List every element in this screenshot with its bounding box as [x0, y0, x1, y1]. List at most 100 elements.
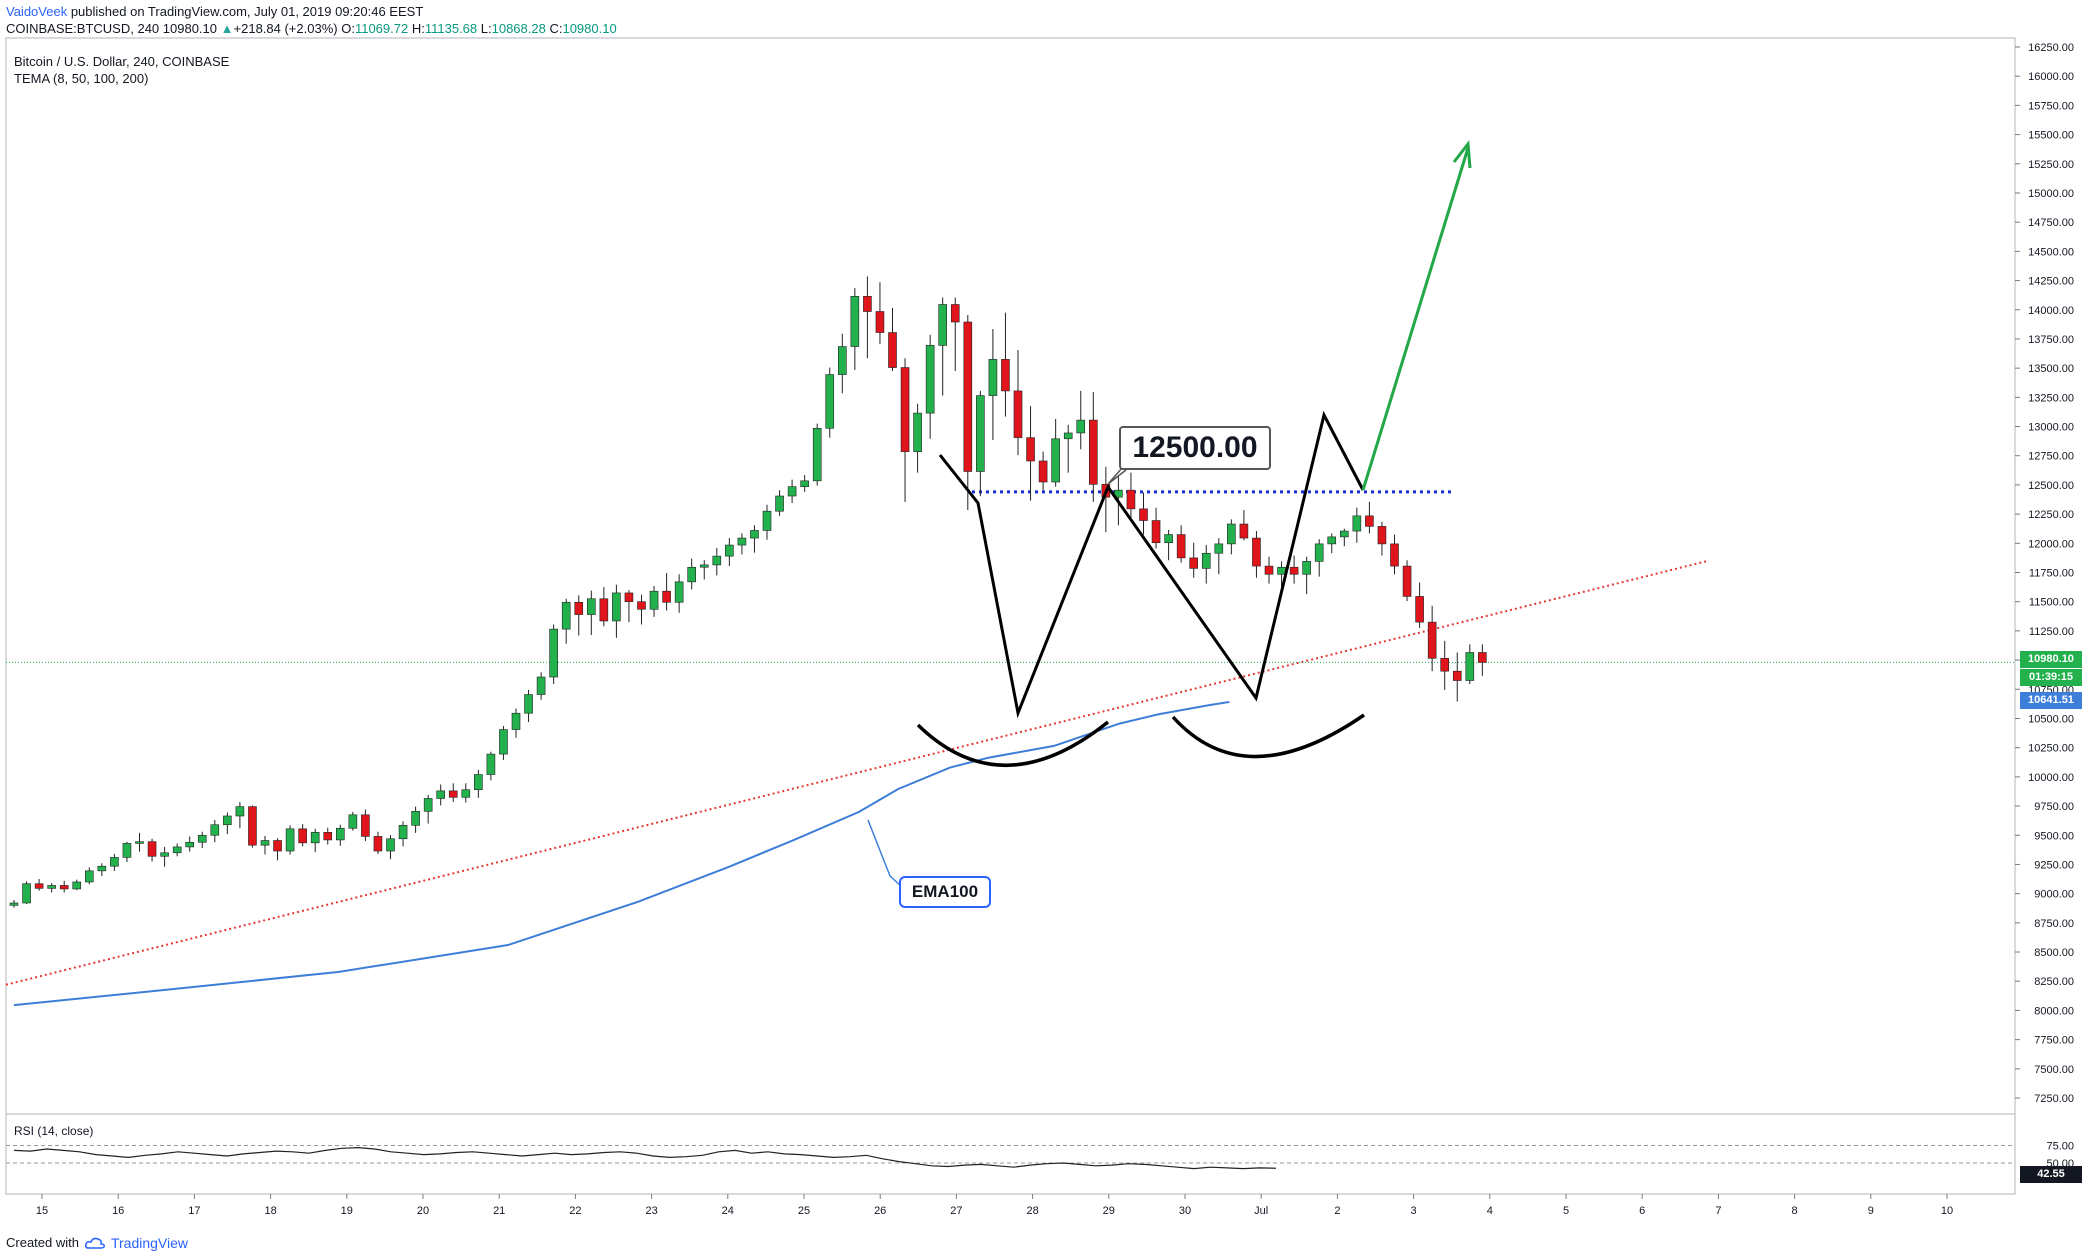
candle-body: [712, 555, 722, 566]
candle: [1427, 605, 1437, 672]
x-tick-label: 9: [1868, 1205, 1874, 1217]
candle: [1478, 644, 1487, 676]
y-tick-label: 8000.00: [2034, 1005, 2074, 1017]
open-label: O:: [341, 21, 355, 36]
last-price: 10980.10: [162, 21, 218, 36]
candle-body: [1089, 419, 1098, 485]
x-tick-label: 4: [1487, 1205, 1493, 1217]
x-tick-label: 17: [188, 1205, 200, 1217]
y-tick-label: 9000.00: [2034, 889, 2074, 901]
candle: [172, 843, 182, 857]
candle: [549, 624, 558, 685]
candle-body: [1465, 652, 1475, 681]
candle: [875, 282, 885, 345]
x-tick-label: 20: [417, 1205, 429, 1217]
x-tick-label: 23: [645, 1205, 657, 1217]
author-link[interactable]: VaidoVeek: [6, 4, 68, 19]
low-value: 10868.28: [491, 21, 546, 36]
candle-body: [1302, 561, 1311, 575]
candle: [988, 329, 998, 440]
candle: [1465, 644, 1475, 685]
brand-link[interactable]: TradingView: [110, 1235, 189, 1251]
candle: [386, 835, 395, 860]
candle: [423, 794, 433, 824]
candle: [524, 689, 533, 722]
candle-body: [85, 870, 94, 883]
publish-info: VaidoVeek published on TradingView.com, …: [6, 4, 423, 20]
published-text: published on TradingView.com, July 01, 2…: [70, 4, 424, 19]
ema-value-tag: 10641.51: [2020, 692, 2082, 709]
candle: [448, 783, 458, 802]
y-tick-label: 10000.00: [2028, 772, 2074, 784]
candle: [1051, 418, 1060, 487]
candle-body: [536, 676, 546, 695]
footer: Created with TradingView: [6, 1234, 188, 1252]
candle-body: [599, 598, 609, 622]
candle-body: [1440, 658, 1449, 672]
candle-body: [461, 789, 471, 798]
candle-body: [160, 852, 169, 857]
candle-body: [1452, 670, 1462, 681]
candle-body: [775, 495, 784, 512]
candle-body: [423, 798, 433, 812]
candle: [536, 672, 546, 700]
candle: [900, 358, 910, 502]
indicator-legend[interactable]: TEMA (8, 50, 100, 200): [14, 71, 149, 86]
candle-body: [235, 806, 245, 817]
x-tick-label: 22: [569, 1205, 581, 1217]
up-triangle-icon: ▲: [220, 21, 234, 36]
candle: [97, 863, 107, 877]
candle-body: [800, 480, 809, 487]
candle-body: [825, 374, 835, 429]
candle: [737, 533, 747, 555]
candle: [398, 821, 408, 847]
candle-body: [1063, 432, 1073, 440]
candle: [411, 806, 420, 833]
candle: [59, 880, 69, 893]
candle-body: [147, 841, 157, 857]
candle-body: [285, 828, 295, 852]
candle-body: [411, 811, 420, 826]
close-label: C:: [549, 21, 563, 36]
candle: [185, 836, 194, 852]
candle-body: [674, 581, 684, 603]
y-tick-label: 9250.00: [2034, 859, 2074, 871]
candle-body: [436, 790, 446, 799]
symbol-label: COINBASE:BTCUSD, 240: [6, 21, 160, 36]
candle-body: [913, 412, 922, 452]
candle: [1189, 542, 1198, 578]
y-tick-label: 13500.00: [2028, 363, 2074, 375]
candle-body: [976, 395, 985, 472]
candle-body: [335, 827, 345, 841]
candle-body: [837, 346, 847, 375]
candle-body: [1252, 537, 1261, 567]
candle-body: [298, 828, 307, 844]
rsi-value-tag: 42.55: [2020, 1166, 2082, 1183]
candle-body: [1076, 419, 1086, 434]
candle: [22, 881, 31, 905]
candle: [687, 558, 697, 590]
candle-body: [586, 598, 596, 615]
candle-body: [1427, 621, 1437, 659]
candle-body: [135, 841, 144, 844]
support-trendline: [5, 559, 1709, 986]
candle: [223, 812, 232, 835]
pattern-path: [938, 410, 1365, 719]
candle: [298, 824, 307, 847]
candle-body: [1201, 552, 1211, 569]
candle: [1264, 556, 1274, 584]
candle: [800, 474, 809, 492]
x-tick-label: 10: [1941, 1205, 1953, 1217]
candle: [1252, 531, 1261, 578]
candle: [135, 832, 144, 852]
projection-arrow-line: [1361, 147, 1470, 491]
candle-body: [1126, 489, 1136, 510]
rsi-legend[interactable]: RSI (14, close): [14, 1124, 94, 1138]
candle-body: [699, 564, 709, 568]
candle-body: [624, 592, 634, 602]
arrow-head-icon: [1452, 140, 1472, 169]
candle-body: [687, 566, 697, 583]
candle: [1327, 533, 1337, 554]
candle: [210, 820, 220, 843]
